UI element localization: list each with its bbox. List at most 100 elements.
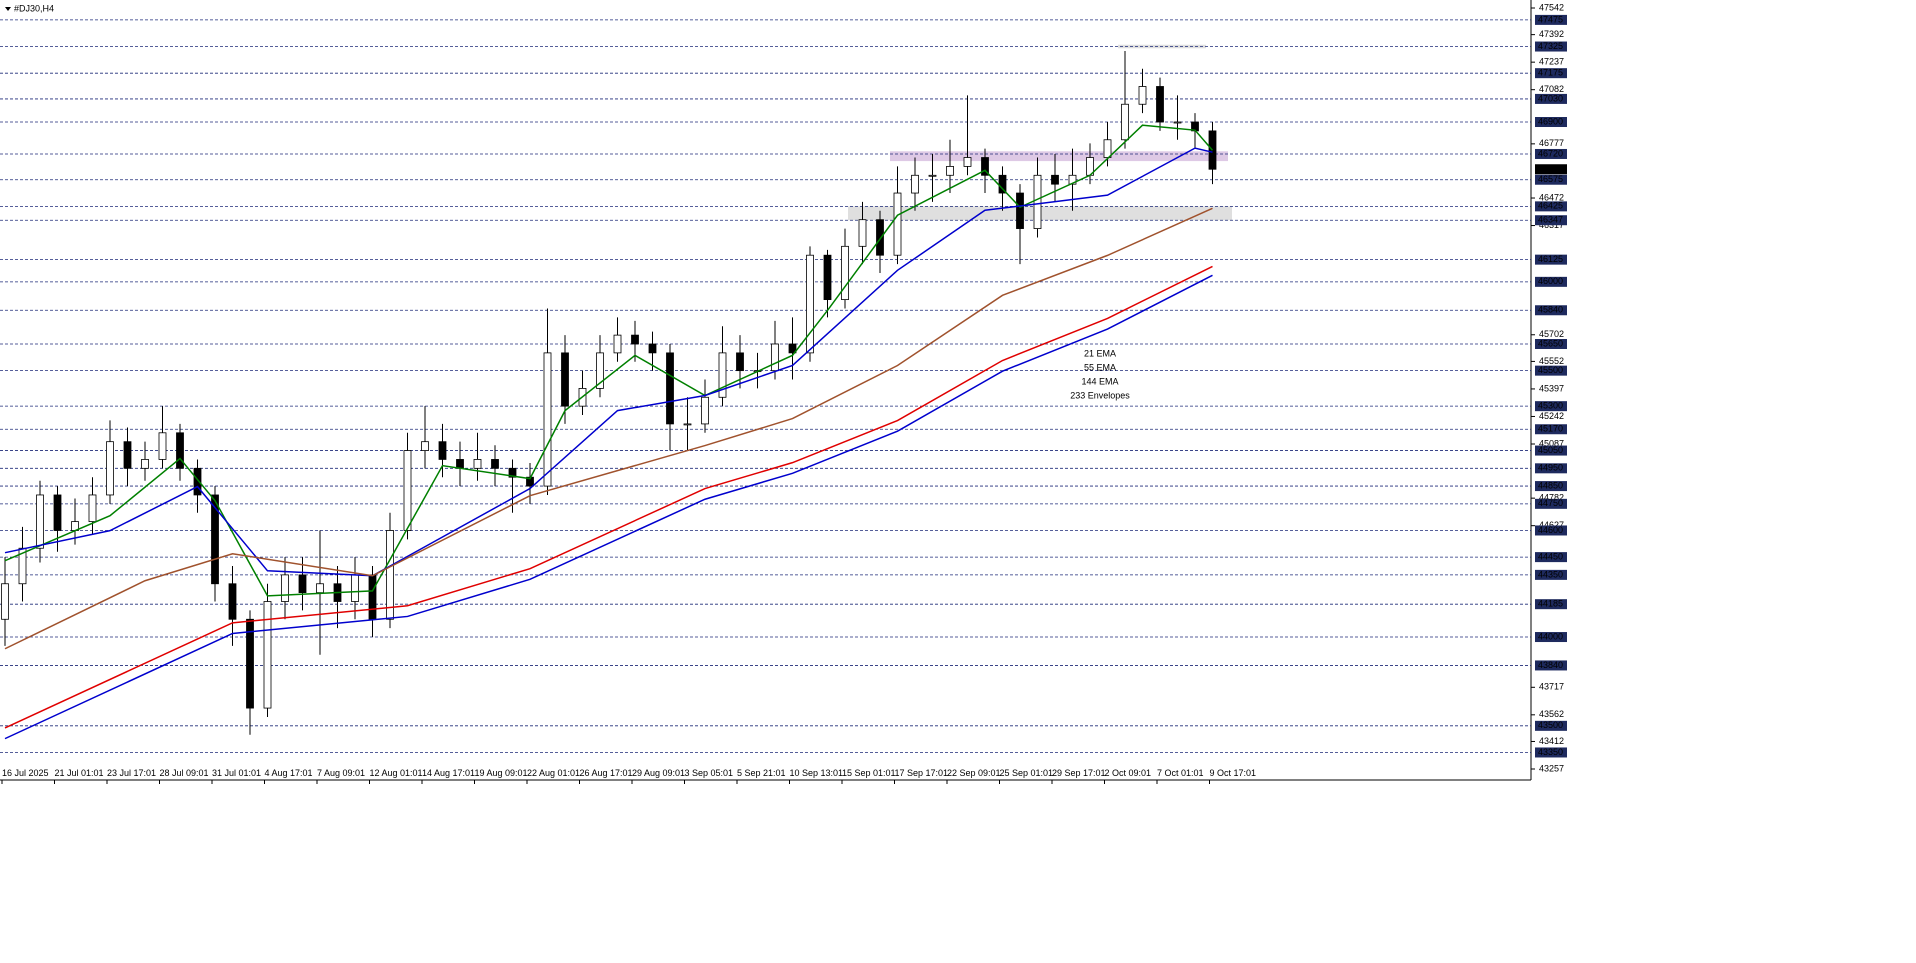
x-tick-label: 31 Jul 01:01 <box>212 768 261 778</box>
candle-body <box>771 343 779 372</box>
candle-body <box>911 174 919 194</box>
level-label: 46347 <box>1538 215 1563 225</box>
x-tick-label: 10 Sep 13:01 <box>790 768 844 778</box>
legend-entry: 21 EMA <box>1084 348 1116 358</box>
candle-body <box>1156 86 1164 123</box>
level-label-bg <box>1535 117 1567 128</box>
candle-body <box>263 601 272 709</box>
candle-body <box>53 494 62 531</box>
level-label-bg <box>1535 201 1567 212</box>
x-tick-label: 15 Sep 01:01 <box>842 768 896 778</box>
ema-line <box>4 207 1213 650</box>
x-tick-label: 17 Sep 17:01 <box>895 768 949 778</box>
candle-body <box>473 459 482 469</box>
level-label: 46900 <box>1538 116 1563 126</box>
candle-body <box>1051 174 1059 185</box>
legend-entry: 144 EMA <box>1081 376 1118 386</box>
y-tick-label: 45702 <box>1539 329 1564 339</box>
candle-body <box>158 432 167 460</box>
y-tick-label: 43562 <box>1539 709 1564 719</box>
candle-body <box>823 254 832 301</box>
y-tick-label: 47542 <box>1539 2 1564 12</box>
x-tick-label: 29 Sep 17:01 <box>1052 768 1106 778</box>
candle-body <box>858 219 867 247</box>
x-tick-label: 22 Sep 09:01 <box>947 768 1001 778</box>
level-label-bg <box>1535 569 1567 580</box>
candle-body <box>596 352 604 389</box>
candle-body <box>1121 103 1129 141</box>
candle-body <box>928 174 937 177</box>
level-label-bg <box>1535 339 1567 350</box>
x-tick-label: 29 Aug 09:01 <box>632 768 685 778</box>
level-label: 46425 <box>1538 201 1563 211</box>
candle-body <box>141 459 149 469</box>
chart-title: #DJ30,H4 <box>14 3 54 13</box>
candle-body <box>211 494 219 585</box>
x-tick-label: 14 Aug 17:01 <box>422 768 475 778</box>
envelope-upper <box>4 265 1213 729</box>
menu-arrow[interactable] <box>5 7 11 11</box>
candle-body <box>1068 174 1077 185</box>
x-tick-label: 7 Oct 01:01 <box>1157 768 1204 778</box>
candle-body <box>561 352 569 407</box>
level-label-bg <box>1535 445 1567 456</box>
candle-body <box>246 618 254 709</box>
level-label: 45840 <box>1538 305 1563 315</box>
candle-body <box>648 343 657 354</box>
y-tick-label: 44627 <box>1539 520 1564 530</box>
level-label: 44850 <box>1538 480 1563 490</box>
x-tick-label: 26 Aug 17:01 <box>580 768 633 778</box>
candle-body <box>946 166 954 176</box>
x-tick-label: 3 Sep 05:01 <box>685 768 734 778</box>
level-label: 43840 <box>1538 660 1563 670</box>
level-label-bg <box>1535 148 1567 159</box>
level-label-bg <box>1535 660 1567 671</box>
candle-body <box>806 254 814 354</box>
candle-body <box>351 574 359 602</box>
candle-body <box>701 396 709 425</box>
level-label: 45650 <box>1538 338 1563 348</box>
x-tick-label: 16 Jul 2025 <box>2 768 49 778</box>
x-tick-label: 4 Aug 17:01 <box>265 768 313 778</box>
level-label-bg <box>1535 599 1567 610</box>
candle-body <box>88 494 97 522</box>
x-tick-label: 12 Aug 01:01 <box>370 768 423 778</box>
y-tick-label: 43412 <box>1539 736 1564 746</box>
candle-body <box>1033 174 1042 229</box>
candle-body <box>228 583 237 620</box>
candle-body <box>456 459 464 469</box>
current-price-bg <box>1535 164 1567 175</box>
level-label-bg <box>1535 747 1567 758</box>
y-tick-label: 46472 <box>1539 192 1564 202</box>
candle-body <box>508 467 517 478</box>
level-label: 45050 <box>1538 445 1563 455</box>
candle-body <box>631 334 639 345</box>
level-label-bg <box>1535 174 1567 185</box>
x-tick-label: 22 Aug 01:01 <box>527 768 580 778</box>
level-label: 47175 <box>1538 68 1563 78</box>
level-label: 44950 <box>1538 463 1563 473</box>
level-label-bg <box>1535 41 1567 52</box>
y-tick-label: 47392 <box>1539 29 1564 39</box>
legend-entry: 55 EMA <box>1084 362 1116 372</box>
candle-body <box>193 467 202 496</box>
candle-body <box>1138 86 1147 105</box>
x-tick-label: 5 Sep 21:01 <box>737 768 786 778</box>
envelope-lower <box>4 274 1213 740</box>
candle-body <box>1016 192 1024 229</box>
level-label: 47475 <box>1538 14 1563 24</box>
level-label-bg <box>1535 632 1567 643</box>
level-label-bg <box>1535 525 1567 536</box>
level-label-bg <box>1535 424 1567 435</box>
level-label: 45300 <box>1538 401 1563 411</box>
candle-body <box>893 192 902 256</box>
candle-body <box>1173 121 1182 124</box>
x-tick-label: 21 Jul 01:01 <box>55 768 104 778</box>
x-tick-label: 28 Jul 09:01 <box>160 768 209 778</box>
level-label: 46575 <box>1538 174 1563 184</box>
zone <box>890 151 1228 162</box>
x-tick-label: 25 Sep 01:01 <box>1000 768 1054 778</box>
level-label: 44185 <box>1538 599 1563 609</box>
